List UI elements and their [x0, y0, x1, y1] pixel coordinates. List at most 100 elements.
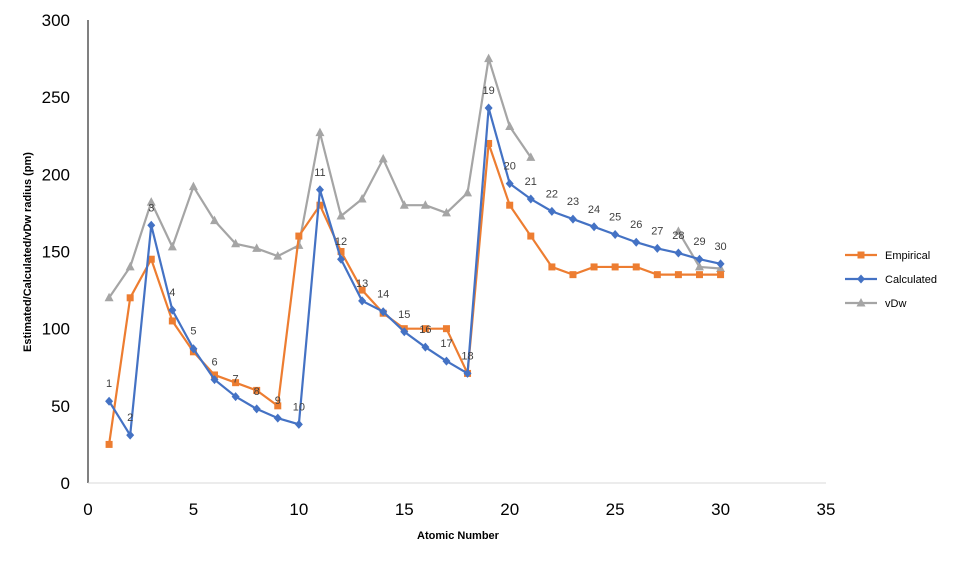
data-point [211, 371, 219, 379]
data-point [421, 325, 429, 333]
y-tick-label: 100 [42, 320, 70, 339]
point-label: 9 [275, 395, 281, 407]
x-tick-label: 15 [395, 500, 414, 519]
data-point [695, 254, 704, 264]
data-point [442, 325, 450, 333]
point-label: 20 [504, 161, 516, 173]
point-label: 14 [377, 289, 389, 301]
data-point [379, 307, 388, 317]
x-tick-label: 5 [189, 500, 198, 519]
point-label: 3 [148, 202, 154, 214]
series-empirical [105, 139, 725, 448]
data-point [336, 211, 346, 220]
point-label: 18 [461, 350, 473, 362]
data-point [105, 440, 113, 448]
y-tick-label: 250 [42, 88, 70, 107]
data-point [188, 181, 198, 191]
series-calculated [105, 103, 725, 440]
x-tick-label: 0 [83, 500, 92, 519]
data-point [420, 200, 430, 209]
data-point [357, 194, 367, 203]
data-point [167, 241, 177, 251]
data-point [527, 232, 535, 240]
series-vdw [104, 53, 726, 302]
point-label: 21 [525, 176, 537, 188]
data-point [441, 207, 451, 217]
data-point [337, 248, 345, 255]
data-point [716, 259, 725, 269]
legend-item-calculated: Calculated [845, 274, 937, 286]
point-label: 11 [314, 167, 325, 179]
data-point [104, 292, 114, 302]
x-tick-label: 30 [711, 500, 730, 519]
data-point [526, 194, 535, 204]
data-point [147, 220, 156, 230]
data-point [548, 263, 556, 271]
point-label: 28 [672, 230, 684, 242]
data-point [252, 243, 262, 252]
data-point [358, 296, 367, 306]
point-label: 8 [254, 386, 260, 398]
data-point [146, 197, 156, 206]
data-point [125, 261, 135, 271]
data-point [568, 214, 577, 224]
legend-label: vDw [885, 298, 906, 310]
data-point [590, 263, 598, 271]
data-point [485, 139, 493, 147]
data-point [168, 305, 177, 315]
point-label: 24 [588, 204, 600, 216]
data-point [126, 294, 134, 302]
data-point [653, 243, 662, 253]
data-point [231, 238, 241, 248]
data-point [315, 185, 324, 195]
y-tick-label: 0 [61, 474, 70, 493]
data-point [295, 232, 303, 240]
data-point [547, 206, 556, 216]
point-label: 13 [356, 278, 368, 290]
point-label: 22 [546, 188, 558, 200]
data-point [399, 200, 409, 209]
data-point [400, 327, 409, 337]
data-point [632, 237, 641, 247]
legend-marker [857, 251, 865, 259]
data-point [358, 286, 366, 294]
point-label: 5 [190, 326, 196, 338]
data-point [694, 261, 704, 271]
data-point [337, 254, 346, 264]
x-tick-label: 10 [289, 500, 308, 519]
data-point [506, 201, 514, 209]
y-tick-label: 200 [42, 165, 70, 184]
point-label: 29 [693, 236, 705, 248]
x-tick-label: 35 [817, 500, 836, 519]
legend-marker [856, 298, 866, 307]
data-point [442, 356, 451, 366]
legend-item-vdw: vDw [845, 298, 906, 310]
data-point [674, 248, 683, 258]
x-tick-label: 25 [606, 500, 625, 519]
y-tick-label: 50 [51, 397, 70, 416]
point-label: 26 [630, 219, 642, 231]
data-point [484, 53, 494, 63]
point-labels: 1234567891011121314151617181920212223242… [106, 85, 727, 424]
point-label: 27 [651, 225, 663, 237]
point-label: 19 [483, 85, 495, 97]
data-point [294, 419, 303, 429]
data-point [210, 375, 219, 385]
data-point [632, 263, 640, 271]
y-tick-label: 150 [42, 243, 70, 262]
data-point [695, 271, 703, 279]
data-point [505, 121, 515, 130]
point-label: 4 [169, 287, 175, 299]
series-layer [104, 53, 726, 448]
data-point [189, 344, 198, 354]
point-label: 16 [419, 324, 431, 336]
data-point [105, 396, 114, 406]
data-point [526, 152, 536, 161]
data-point [252, 404, 261, 414]
data-point [484, 103, 493, 113]
data-point [210, 215, 220, 225]
legend-marker [857, 274, 865, 284]
data-point [316, 201, 324, 209]
data-point [569, 271, 577, 279]
x-tick-label: 20 [500, 500, 519, 519]
